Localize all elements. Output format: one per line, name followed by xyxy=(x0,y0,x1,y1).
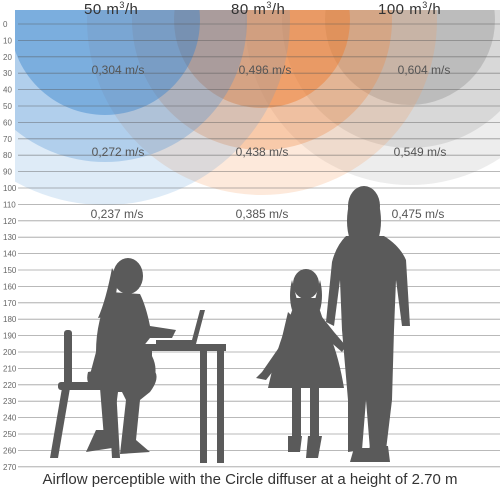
velocity-80-row2: 0,438 m/s xyxy=(236,145,289,159)
scale-tick-label: 130 xyxy=(3,233,17,242)
scale-tick-label: 250 xyxy=(3,430,17,439)
height-scale: 0 10 20 30 40 50 60 70 80 90 100 110 120 130 140 150 160… xyxy=(3,20,500,472)
scale-tick-label: 140 xyxy=(3,250,17,259)
airflow-plumes xyxy=(15,10,500,205)
standing-woman-silhouette xyxy=(326,186,410,462)
scale-tick-label: 170 xyxy=(3,299,17,308)
laptop-silhouette xyxy=(156,310,205,344)
scale-tick-label: 90 xyxy=(3,168,12,177)
flow-rate-100-suffix: /h xyxy=(427,1,442,18)
scale-tick-label: 240 xyxy=(3,414,17,423)
scale-tick-label: 220 xyxy=(3,381,17,390)
scale-tick-label: 20 xyxy=(3,53,12,62)
plume-100 xyxy=(245,10,500,185)
scale-tick-label: 100 xyxy=(3,184,17,193)
velocity-50-row3: 0,237 m/s xyxy=(91,207,144,221)
flow-rate-50-label: 50 m3/h xyxy=(84,0,138,18)
scale-tick-label: 110 xyxy=(3,200,16,209)
scale-tick-label: 200 xyxy=(3,348,17,357)
flow-rate-100-exp: 3 xyxy=(422,0,428,10)
scale-tick-label: 60 xyxy=(3,118,12,127)
sitting-woman-silhouette xyxy=(86,258,176,454)
scale-tick-label: 10 xyxy=(3,36,12,45)
velocity-labels: 0,304 m/s 0,496 m/s 0,604 m/s 0,272 m/s … xyxy=(91,63,451,221)
scale-tick-label: 190 xyxy=(3,332,17,341)
scale-tick-label: 80 xyxy=(3,151,12,160)
scale-tick-label: 210 xyxy=(3,364,17,373)
plume-50 xyxy=(15,10,290,205)
velocity-100-row3: 0,475 m/s xyxy=(392,207,445,221)
flow-rate-50-suffix: /h xyxy=(124,1,139,18)
scale-tick-label: 50 xyxy=(3,102,12,111)
flow-rate-80-exp: 3 xyxy=(266,0,272,10)
scale-tick-label: 0 xyxy=(3,20,8,29)
scale-tick-label: 70 xyxy=(3,135,12,144)
caption: Airflow perceptible with the Circle diff… xyxy=(42,471,458,488)
child-silhouette xyxy=(256,269,346,458)
scale-tick-label: 270 xyxy=(3,463,17,472)
velocity-50-row2: 0,272 m/s xyxy=(92,145,145,159)
scale-tick-label: 230 xyxy=(3,397,17,406)
flow-rate-80-value: 80 m xyxy=(231,1,267,18)
velocity-50-row1: 0,304 m/s xyxy=(92,63,145,77)
scale-tick-label: 40 xyxy=(3,86,12,95)
flow-rate-100-value: 100 m xyxy=(378,1,423,18)
plume-80 xyxy=(87,10,437,195)
velocity-100-row1: 0,604 m/s xyxy=(398,63,451,77)
scale-tick-label: 150 xyxy=(3,266,17,275)
flow-rate-50-value: 50 m xyxy=(84,1,120,18)
flow-rate-50-exp: 3 xyxy=(119,0,125,10)
scale-tick-label: 120 xyxy=(3,217,17,226)
flow-rate-100-label: 100 m3/h xyxy=(378,0,441,18)
velocity-80-row1: 0,496 m/s xyxy=(239,63,292,77)
velocity-100-row2: 0,549 m/s xyxy=(394,145,447,159)
scale-tick-label: 160 xyxy=(3,282,17,291)
flow-rate-80-label: 80 m3/h xyxy=(231,0,285,18)
scale-tick-label: 260 xyxy=(3,446,17,455)
scale-tick-label: 180 xyxy=(3,315,17,324)
velocity-80-row3: 0,385 m/s xyxy=(236,207,289,221)
flow-rate-80-suffix: /h xyxy=(271,1,286,18)
silhouettes xyxy=(50,186,410,463)
scale-tick-label: 30 xyxy=(3,69,12,78)
